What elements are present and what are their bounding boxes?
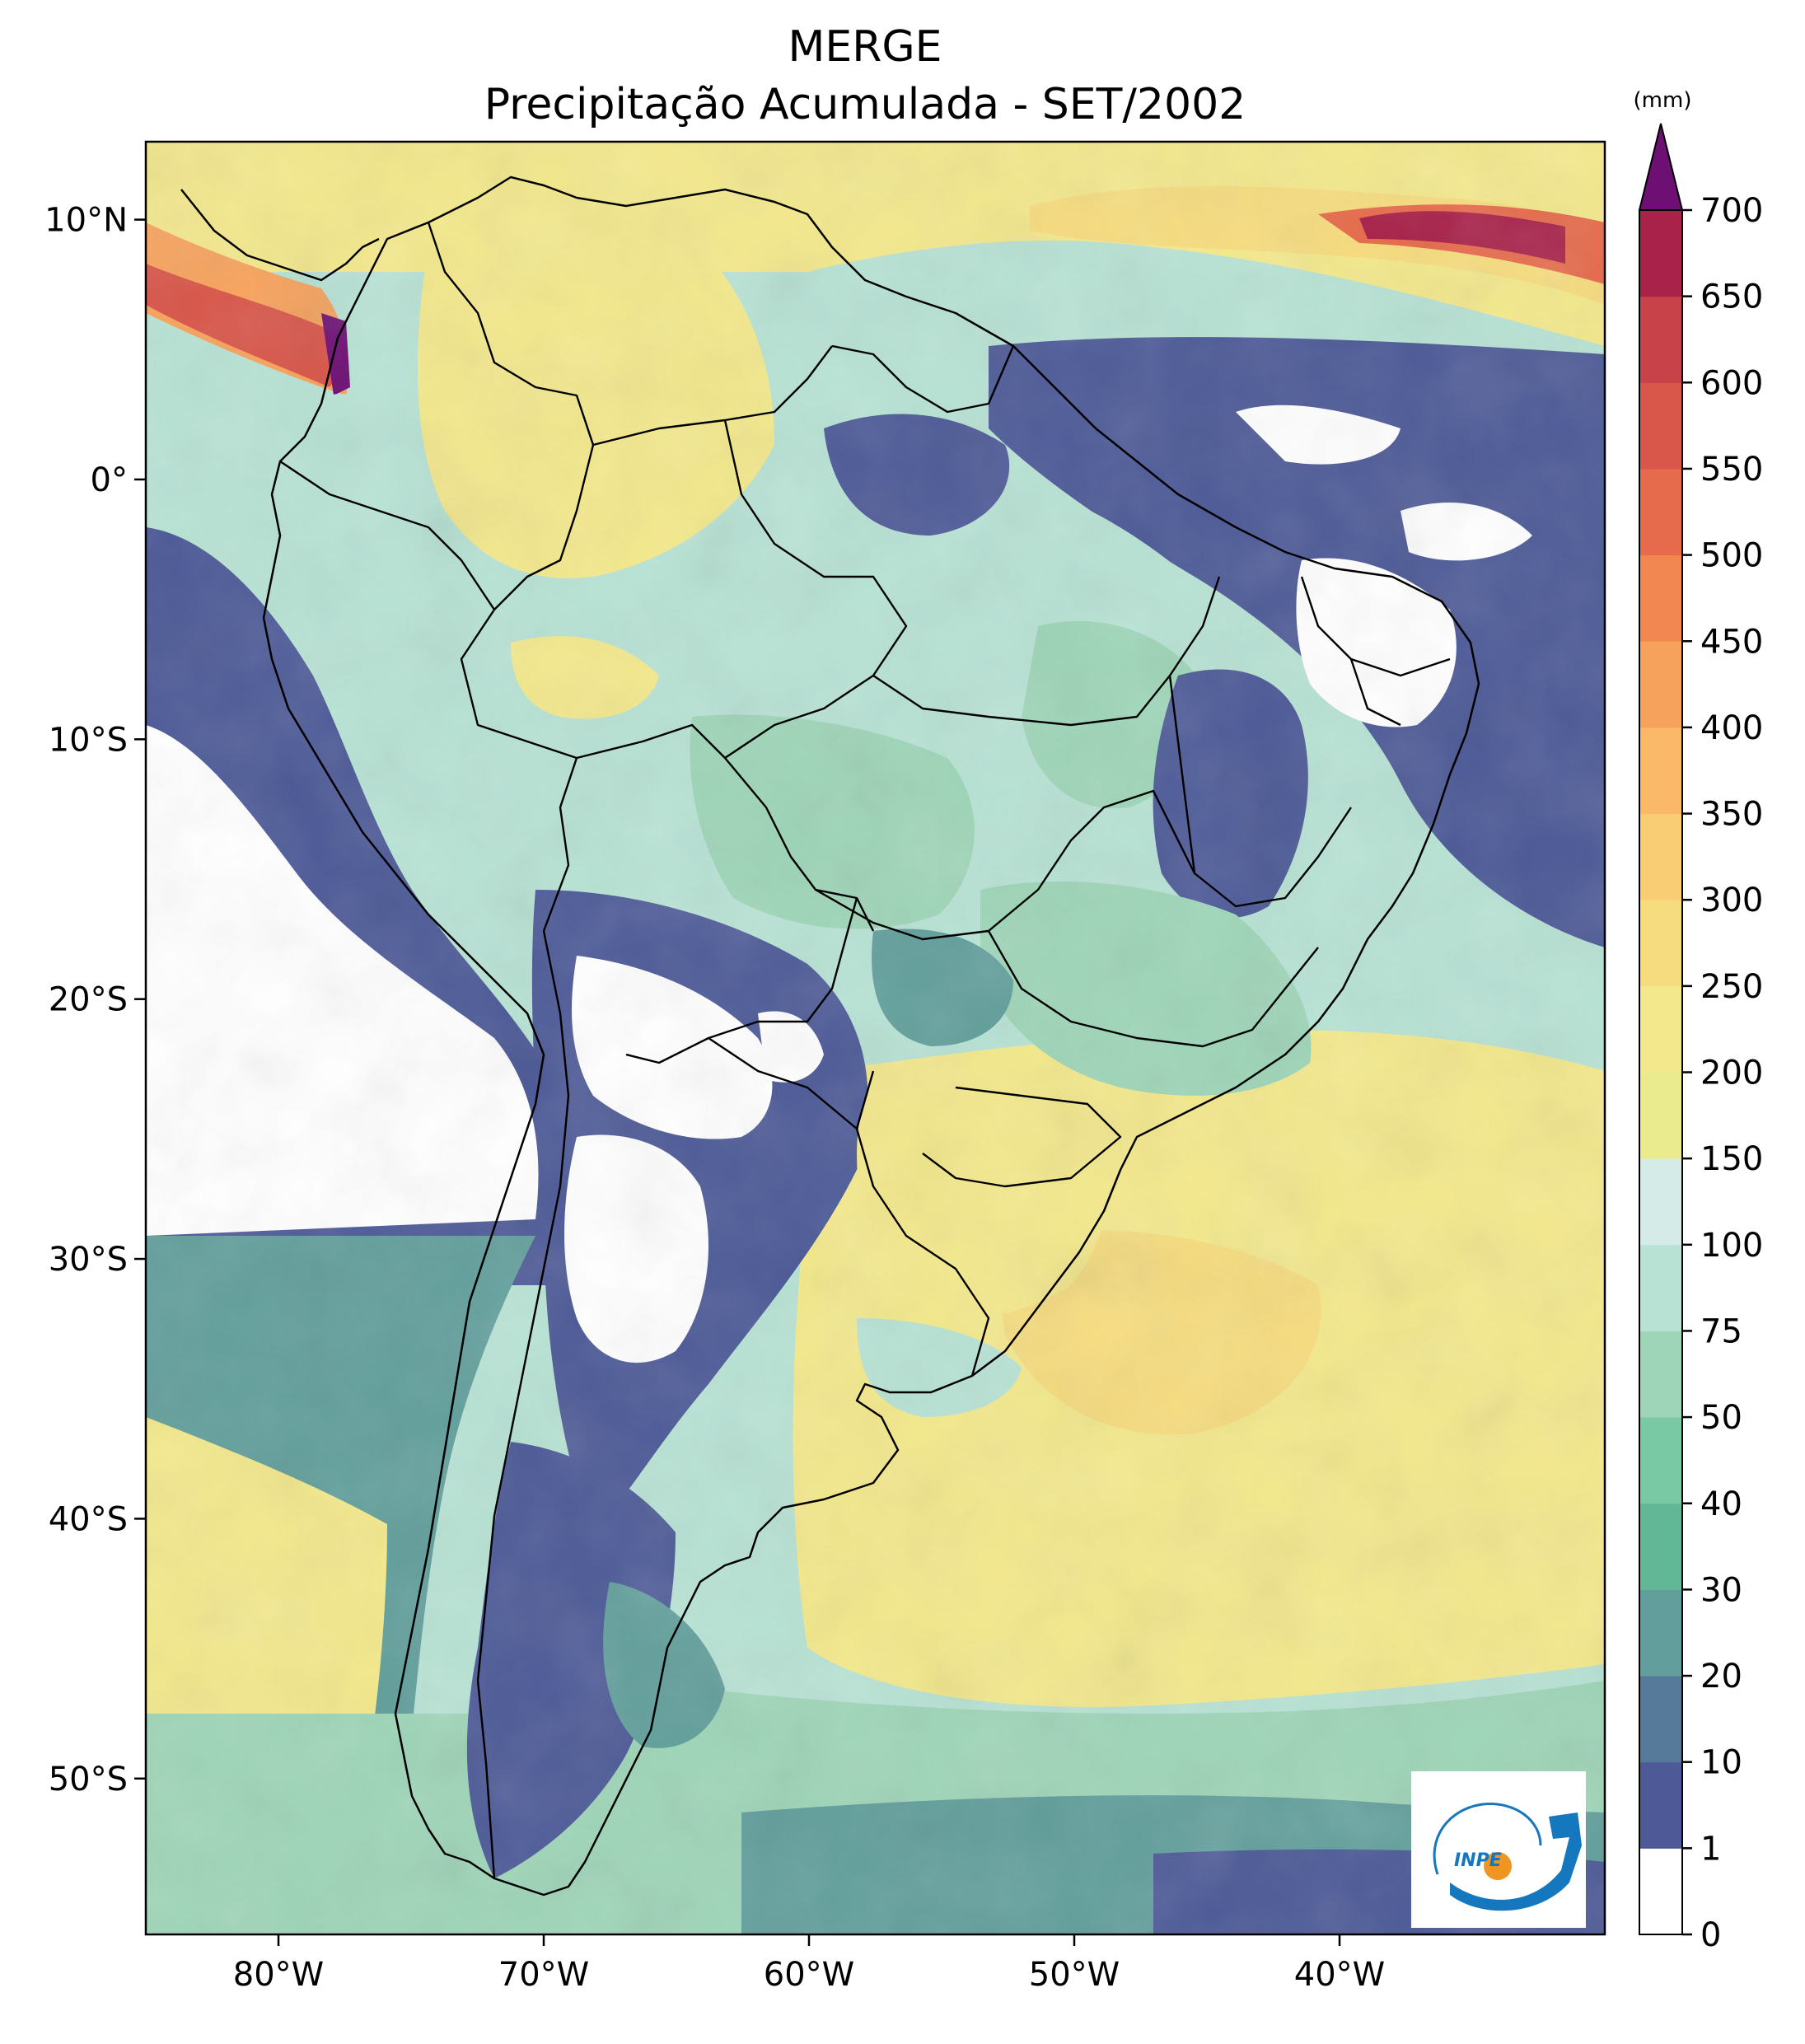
colorbar-tick-label: 300 bbox=[1700, 882, 1763, 919]
colorbar-tick-label: 200 bbox=[1700, 1055, 1763, 1092]
colorbar-tick-label: 40 bbox=[1700, 1485, 1742, 1523]
lat-tick-label: 0° bbox=[91, 461, 128, 499]
longitude-axis: 80°W 70°W 60°W 50°W 40°W bbox=[233, 1934, 1385, 1994]
lat-tick-label: 10°N bbox=[44, 202, 128, 240]
lat-tick-label: 20°S bbox=[49, 981, 128, 1019]
colorbar-tick-label: 50 bbox=[1700, 1399, 1742, 1437]
precipitation-map: INPE bbox=[146, 142, 1605, 1934]
inpe-arrow-icon bbox=[1450, 1812, 1582, 1911]
lat-tick-label: 40°S bbox=[49, 1500, 128, 1538]
colorbar-segment bbox=[1639, 813, 1682, 900]
border-chile-argentina bbox=[476, 930, 570, 1879]
colorbar-segment bbox=[1639, 985, 1682, 1073]
colorbar-unit-label: (mm) bbox=[1634, 88, 1692, 113]
colorbar-segment bbox=[1639, 1589, 1682, 1677]
colorbar-tick-label: 20 bbox=[1700, 1658, 1742, 1696]
lon-tick-label: 80°W bbox=[233, 1956, 324, 1994]
border-brazil-states-mid bbox=[815, 789, 1196, 941]
border-bolivia-brazil bbox=[642, 723, 875, 932]
border-peru-brazil bbox=[460, 609, 643, 760]
border-paraguay-argentina bbox=[708, 1037, 875, 1130]
lat-tick-label: 50°S bbox=[49, 1761, 128, 1798]
colorbar-segment bbox=[1639, 1848, 1682, 1935]
colorbar-segment bbox=[1639, 1761, 1682, 1849]
lon-tick-label: 50°W bbox=[1029, 1956, 1120, 1994]
lat-tick-label: 10°S bbox=[49, 721, 128, 759]
colorbar-tick-label: 450 bbox=[1700, 623, 1763, 661]
colorbar-segment bbox=[1639, 210, 1682, 297]
border-colombia-venezuela bbox=[427, 222, 595, 446]
colorbar-segment bbox=[1639, 1072, 1682, 1159]
colorbar-tick-label: 100 bbox=[1700, 1227, 1763, 1265]
lat-tick-label: 30°S bbox=[49, 1241, 128, 1279]
title-line-1: MERGE bbox=[788, 22, 942, 72]
border-brazil-states-northeast bbox=[1168, 675, 1352, 908]
inpe-logo-text: INPE bbox=[1454, 1850, 1502, 1871]
border-brazil-argentina-uruguay bbox=[855, 1128, 990, 1377]
colorbar-tick-label: 550 bbox=[1700, 451, 1763, 489]
inpe-sun-icon bbox=[1484, 1852, 1512, 1880]
colorbar-segment bbox=[1639, 296, 1682, 383]
lon-tick-label: 60°W bbox=[764, 1956, 854, 1994]
border-ecuador-peru bbox=[279, 461, 495, 610]
border-venezuela-brazil bbox=[592, 345, 833, 447]
border-brazil-states-northeast-small bbox=[1300, 576, 1451, 727]
colorbar-tick-label: 500 bbox=[1700, 537, 1763, 575]
colorbar-tick-label: 250 bbox=[1700, 968, 1763, 1006]
colorbar-tick-label: 350 bbox=[1700, 796, 1763, 834]
border-bolivia-paraguay bbox=[625, 897, 858, 1064]
colorbar-segment bbox=[1639, 1676, 1682, 1763]
colorbar-segment bbox=[1639, 1244, 1682, 1331]
map-frame bbox=[144, 140, 1606, 1936]
colorbar-segment bbox=[1639, 1331, 1682, 1418]
colorbar-tick-label: 700 bbox=[1700, 192, 1763, 230]
border-brazil-states-north bbox=[723, 419, 908, 759]
coastline-south-america bbox=[262, 175, 1480, 1897]
colorbar-segment bbox=[1639, 900, 1682, 987]
inpe-orbit-icon bbox=[1433, 1803, 1542, 1875]
colorbar-segment bbox=[1639, 382, 1682, 470]
colorbar-segment bbox=[1639, 1158, 1682, 1246]
inpe-logo: INPE bbox=[1411, 1771, 1586, 1928]
lon-tick-label: 70°W bbox=[498, 1956, 589, 1994]
colorbar-segment bbox=[1639, 468, 1682, 556]
colorbar-segment bbox=[1639, 727, 1682, 815]
lon-tick-label: 40°W bbox=[1294, 1956, 1385, 1994]
colorbar-segment bbox=[1639, 1503, 1682, 1590]
colorbar-tick-label: 30 bbox=[1700, 1571, 1742, 1609]
coastline-central-america bbox=[180, 189, 380, 282]
colorbar-tick-label: 650 bbox=[1700, 278, 1763, 316]
colorbar-segment bbox=[1639, 554, 1682, 642]
border-brazil-states-southeast bbox=[987, 930, 1319, 1048]
map-texture bbox=[146, 142, 1605, 1934]
colorbar-tick-label: 75 bbox=[1700, 1312, 1742, 1350]
colorbar-tick-label: 10 bbox=[1700, 1744, 1742, 1782]
colorbar-tick-label: 1 bbox=[1700, 1830, 1721, 1868]
latitude-axis: 10°N 0° 10°S 20°S 30°S 40°S 50°S bbox=[44, 202, 146, 1798]
colorbar-segment bbox=[1639, 1417, 1682, 1504]
border-colombia-peru-brazil bbox=[493, 444, 595, 610]
colorbar-tick-label: 400 bbox=[1700, 709, 1763, 747]
border-brazil-states-south bbox=[922, 1086, 1122, 1188]
colorbar: 0 1 10 20 30 40 50 75 100 150 200 250 300 350 400 450 50… bbox=[1638, 123, 1763, 1954]
colorbar-extend-arrow bbox=[1638, 123, 1684, 211]
colorbar-tick-label: 150 bbox=[1700, 1140, 1763, 1178]
border-guianas bbox=[831, 344, 1015, 414]
colorbar-tick-label: 0 bbox=[1700, 1916, 1721, 1954]
title-line-2: Precipitação Acumulada - SET/2002 bbox=[484, 80, 1246, 129]
colorbar-segment bbox=[1639, 641, 1682, 728]
colorbar-tick-label: 600 bbox=[1700, 364, 1763, 402]
border-peru-bolivia bbox=[542, 757, 578, 932]
border-brazil-states-central bbox=[872, 576, 1221, 727]
